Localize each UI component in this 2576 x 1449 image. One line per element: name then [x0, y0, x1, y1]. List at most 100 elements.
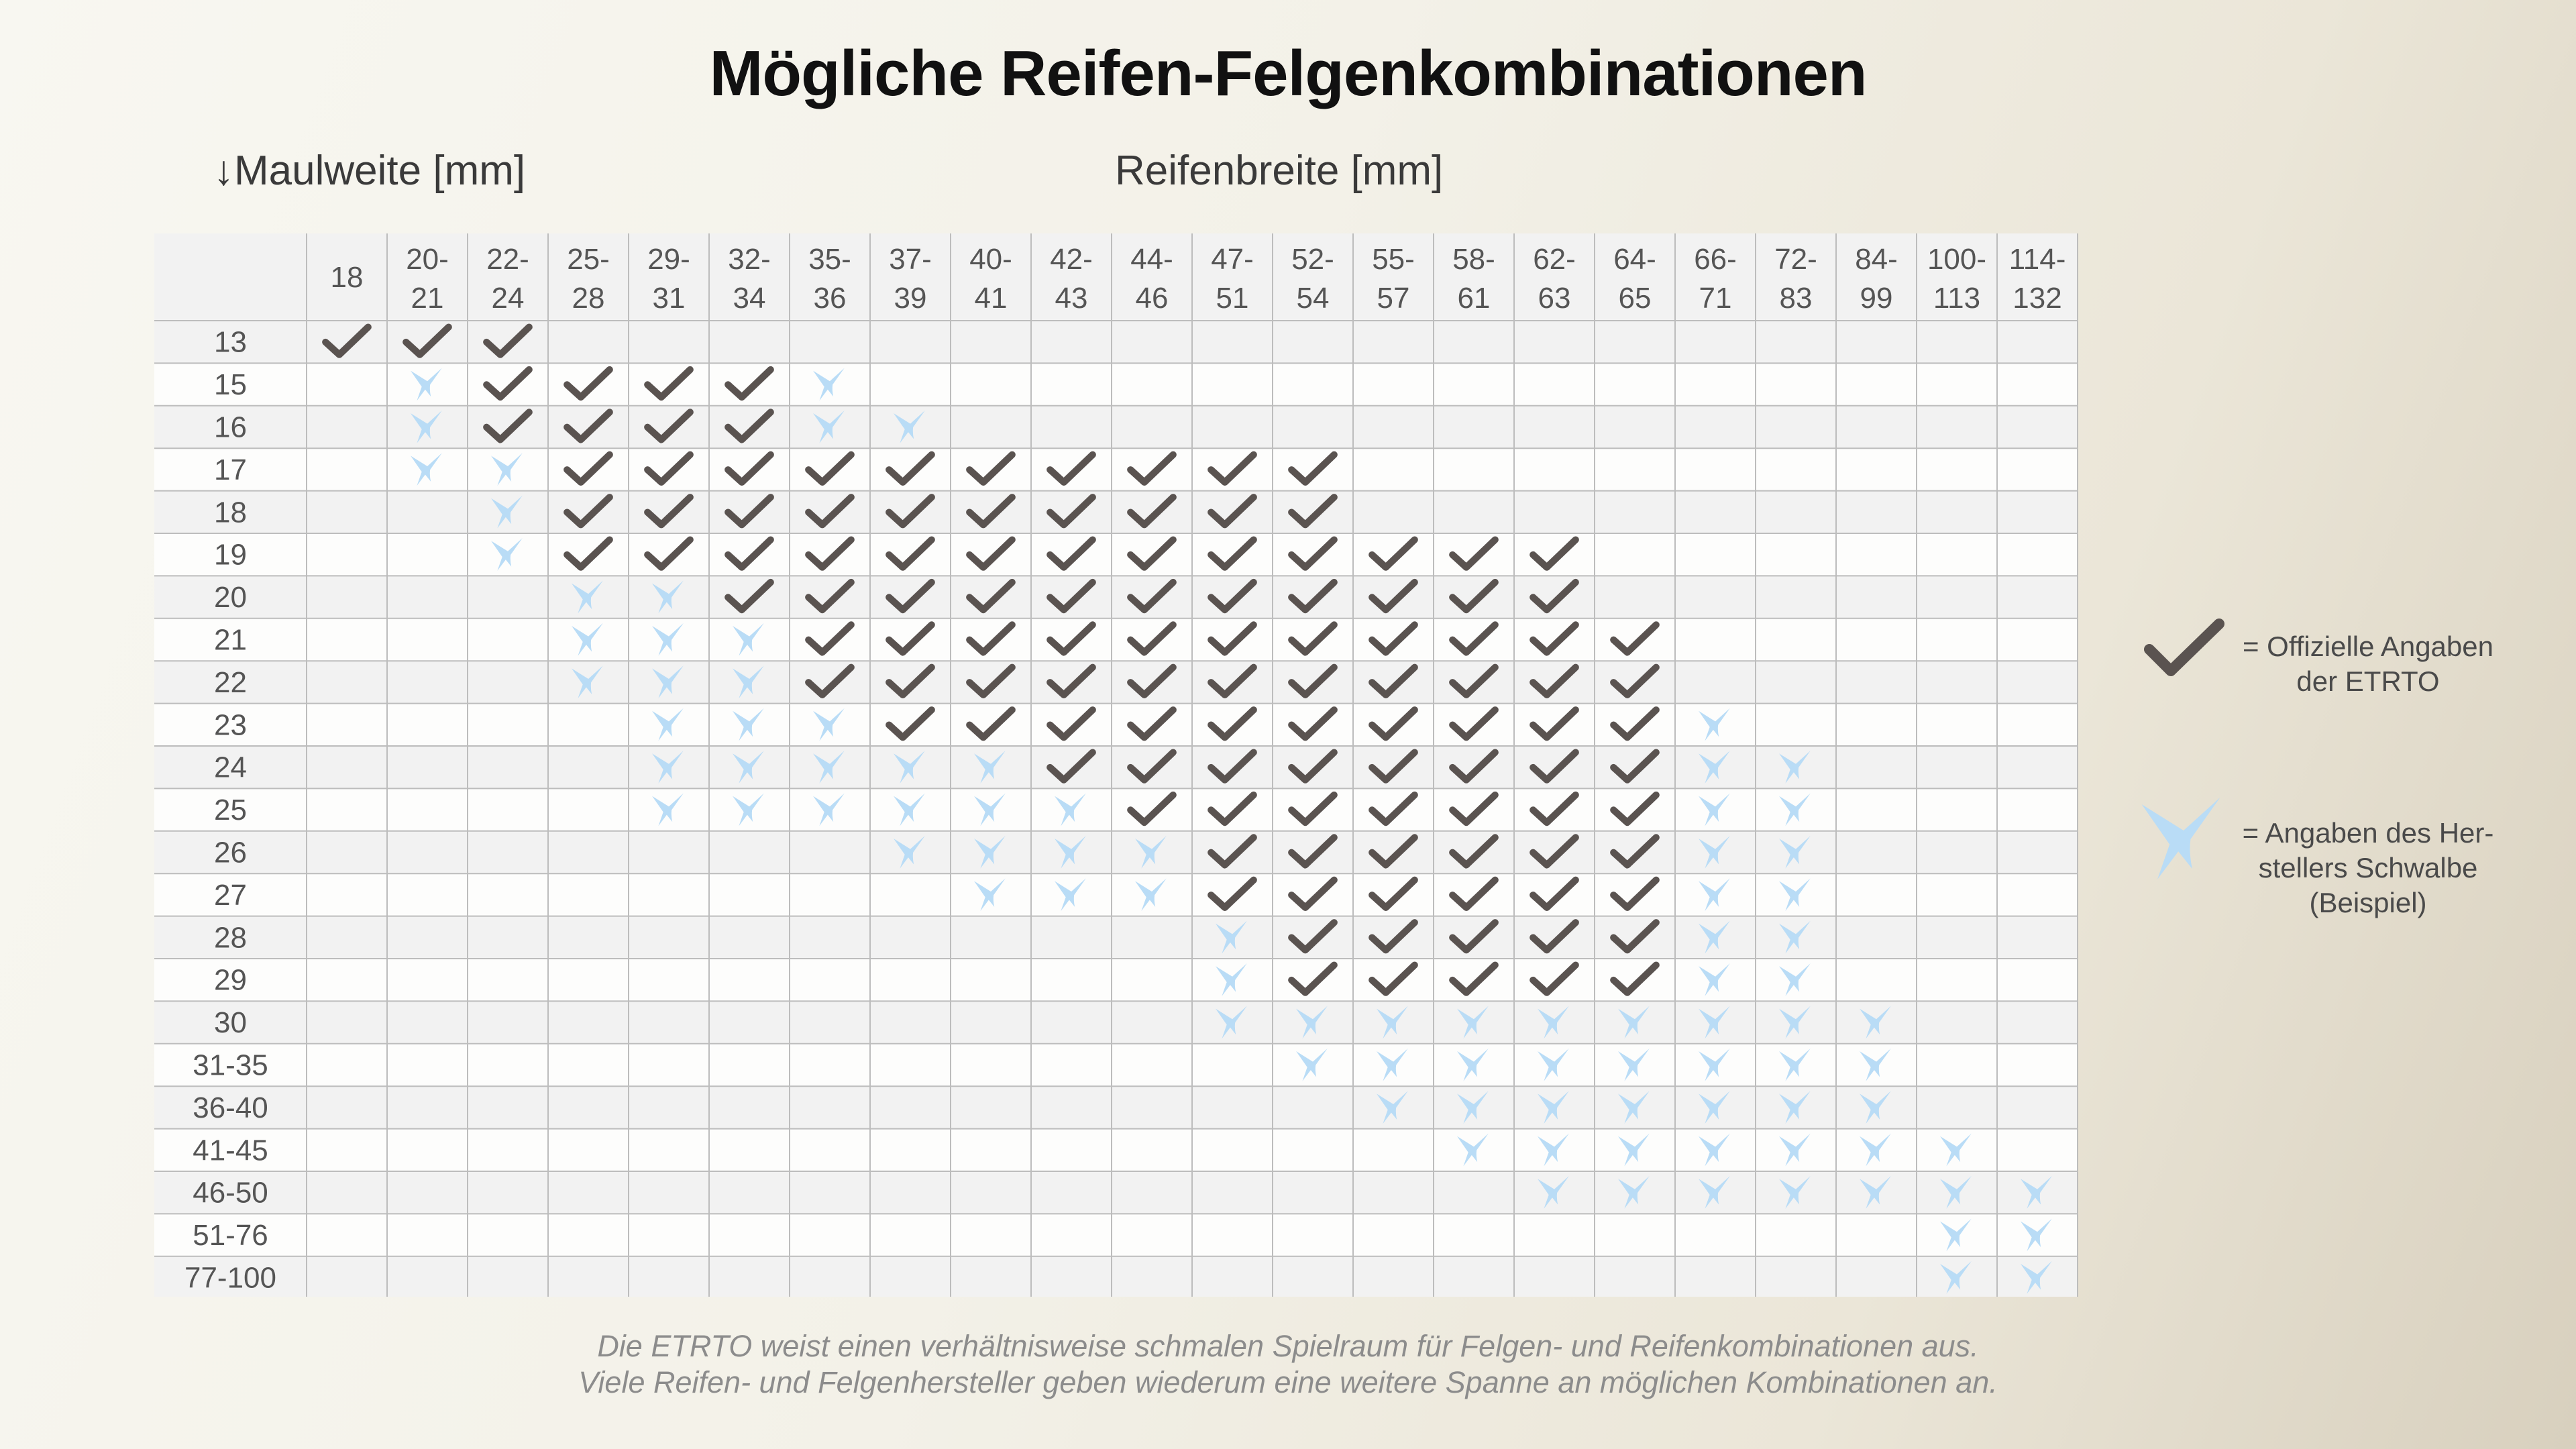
- legend-official: = Offizielle Angaben der ETRTO: [2140, 614, 2516, 708]
- table-row-background: [154, 1086, 2078, 1129]
- column-header-label-bottom: 43: [1055, 282, 1088, 315]
- table-row-background: [154, 1001, 2078, 1044]
- row-axis-label-text: Maulweite [mm]: [234, 148, 526, 194]
- row-header-label: 18: [214, 496, 247, 529]
- row-header-label: 24: [214, 751, 247, 784]
- column-header-label-bottom: 24: [492, 282, 525, 315]
- table-row-background: [154, 830, 2078, 874]
- row-header-label: 22: [214, 666, 247, 699]
- column-header-label-top: 44-: [1130, 243, 1173, 276]
- row-header-label: 29: [214, 964, 247, 997]
- row-header-label: 31-35: [193, 1049, 268, 1082]
- table-row-background: [154, 1214, 2078, 1256]
- row-header-label: 36-40: [193, 1091, 268, 1124]
- column-header-label-top: 32-: [728, 243, 771, 276]
- legend-manufacturer-line2: stellers Schwalbe: [2258, 852, 2478, 883]
- column-header-label-top: 20-: [406, 243, 449, 276]
- row-header-label: 13: [214, 326, 247, 359]
- column-header-label-bottom: 21: [411, 282, 444, 315]
- column-header-label-bottom: 65: [1619, 282, 1652, 315]
- table-row-background: [154, 788, 2078, 831]
- table-row-background: [154, 873, 2078, 916]
- column-header-label-top: 62-: [1533, 243, 1576, 276]
- table-row-background: [154, 1043, 2078, 1087]
- table-row-background: [154, 746, 2078, 789]
- column-header-label-bottom: 51: [1216, 282, 1249, 315]
- column-header-label-top: 66-: [1694, 243, 1737, 276]
- legend-manufacturer-line1: = Angaben des Her-: [2242, 817, 2494, 849]
- column-header-label: 18: [331, 261, 364, 294]
- column-header-label-top: 52-: [1291, 243, 1334, 276]
- row-header-label: 19: [214, 539, 247, 572]
- column-header-label-top: 29-: [647, 243, 690, 276]
- column-header-label-bottom: 41: [975, 282, 1008, 315]
- row-header-label: 51-76: [193, 1219, 268, 1252]
- table-row-background: [154, 959, 2078, 1002]
- column-header-label-top: 35-: [808, 243, 851, 276]
- column-header-label-bottom: 46: [1136, 282, 1169, 315]
- row-header-label: 30: [214, 1006, 247, 1039]
- table-row-background: [154, 405, 2078, 449]
- table-row-background: [154, 448, 2078, 491]
- column-header-label-top: 25-: [567, 243, 610, 276]
- row-header-label: 41-45: [193, 1134, 268, 1167]
- row-header-label: 26: [214, 837, 247, 869]
- row-header-label: 25: [214, 794, 247, 826]
- down-arrow-icon: ↓: [213, 148, 234, 194]
- column-header-label-bottom: 99: [1860, 282, 1893, 315]
- table-row-background: [154, 703, 2078, 746]
- column-header-label-top: 40-: [969, 243, 1012, 276]
- table-row-background: [154, 661, 2078, 704]
- row-header-label: 20: [214, 581, 247, 614]
- column-header-label-bottom: 71: [1699, 282, 1732, 315]
- footnote: Die ETRTO weist einen verhältnisweise sc…: [0, 1328, 2576, 1401]
- table-row-background: [154, 576, 2078, 619]
- header-row-background: [154, 233, 2078, 321]
- column-header-label-bottom: 61: [1458, 282, 1491, 315]
- row-header-label: 21: [214, 624, 247, 657]
- row-header-label: 23: [214, 708, 247, 741]
- legend-manufacturer-line3: (Beispiel): [2309, 887, 2427, 918]
- column-header-label-top: 100-: [1927, 243, 1986, 276]
- table-row-background: [154, 533, 2078, 576]
- column-header-label-top: 47-: [1211, 243, 1254, 276]
- column-header-label-bottom: 63: [1538, 282, 1571, 315]
- swallow-bird-icon: [2141, 797, 2220, 879]
- table-row-background: [154, 321, 2078, 364]
- column-header-label-top: 22-: [486, 243, 529, 276]
- column-header-label-bottom: 83: [1780, 282, 1813, 315]
- column-header-label-top: 64-: [1613, 243, 1656, 276]
- column-header-label-bottom: 132: [2012, 282, 2061, 315]
- chart-title: Mögliche Reifen-Felgenkombinationen: [709, 38, 1867, 109]
- column-header-label-bottom: 39: [894, 282, 927, 315]
- legend-manufacturer: = Angaben des Her- stellers Schwalbe (Be…: [2140, 796, 2516, 930]
- column-header-label-top: 42-: [1050, 243, 1093, 276]
- table-row-background: [154, 618, 2078, 661]
- table-row-background: [154, 1256, 2078, 1297]
- row-header-label: 15: [214, 368, 247, 401]
- checkmark-icon: [2144, 619, 2224, 676]
- table-row-background: [154, 490, 2078, 533]
- row-header-label: 16: [214, 411, 247, 444]
- table-row-background: [154, 1171, 2078, 1214]
- table-row-background: [154, 363, 2078, 406]
- legend-official-line2: der ETRTO: [2296, 665, 2440, 697]
- column-header-label-top: 37-: [889, 243, 932, 276]
- column-header-label-bottom: 57: [1377, 282, 1410, 315]
- column-header-label-bottom: 31: [653, 282, 686, 315]
- column-header-label-top: 55-: [1372, 243, 1415, 276]
- row-header-label: 27: [214, 879, 247, 912]
- column-header-label-bottom: 54: [1297, 282, 1330, 315]
- compatibility-table: 18 20- 21 22- 24 25- 28 29- 31 32- 34 35- 36 37- 39 40-…: [154, 233, 2078, 1297]
- column-header-label-bottom: 113: [1933, 282, 1980, 315]
- legend-official-line1: = Offizielle Angaben: [2242, 631, 2493, 662]
- table-row-background: [154, 916, 2078, 959]
- footnote-line1: Die ETRTO weist einen verhältnisweise sc…: [597, 1329, 1979, 1363]
- column-header-label-bottom: 36: [814, 282, 847, 315]
- footnote-line2: Viele Reifen- und Felgenhersteller geben…: [578, 1365, 1998, 1399]
- column-header-label-bottom: 34: [733, 282, 766, 315]
- table-row-background: [154, 1128, 2078, 1171]
- column-header-label-top: 72-: [1774, 243, 1817, 276]
- column-header-label-bottom: 28: [572, 282, 605, 315]
- column-header-label-top: 84-: [1855, 243, 1898, 276]
